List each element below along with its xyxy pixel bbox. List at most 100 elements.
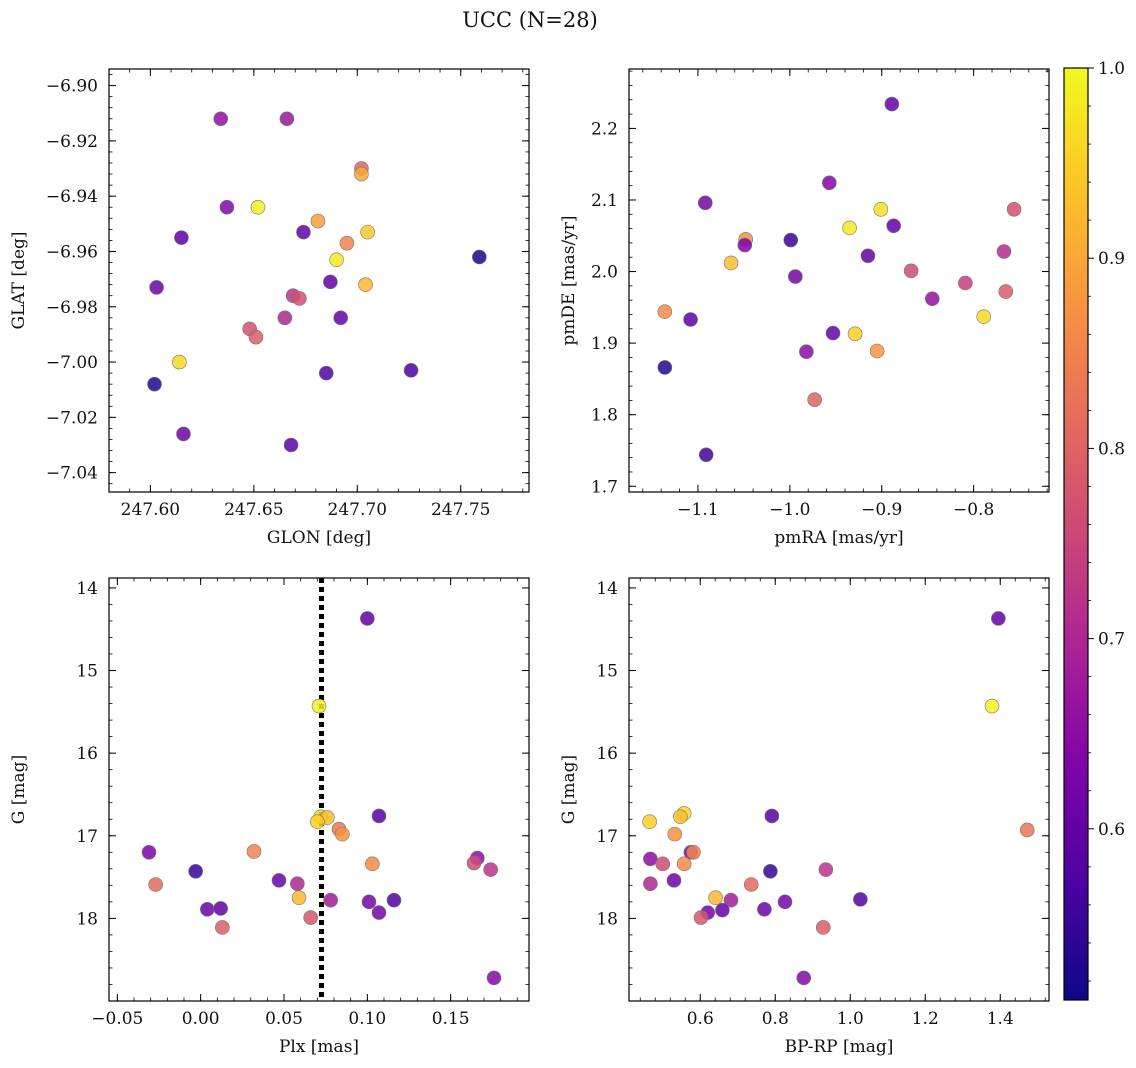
scatter-point [886, 218, 901, 234]
y-tick-label: 14 [596, 579, 618, 599]
x-tick-label: 247.70 [328, 500, 387, 520]
scatter-point [318, 365, 334, 381]
scatter-point [842, 220, 857, 236]
y-tick-label: −7.04 [46, 464, 98, 484]
scatter-point [667, 826, 683, 842]
scatter-point [853, 892, 868, 907]
y-tick-label: 15 [76, 662, 98, 682]
scatter-point [219, 199, 235, 215]
scatter-point [279, 111, 295, 127]
y-tick-label: 2.2 [591, 119, 618, 139]
scatter-point [360, 611, 375, 626]
scatter-point [172, 354, 187, 370]
y-tick-label: −6.98 [46, 298, 98, 318]
colorbar-tick-label: 0.6 [1098, 820, 1125, 840]
panels: 247.60 247.65 247.70 247.75 −6.90 −6.92 −6.94 −… [9, 68, 1050, 1057]
scatter-point [141, 844, 157, 860]
scatter-point [371, 905, 387, 920]
scatter-point [683, 312, 698, 327]
scatter-point [643, 851, 658, 867]
scatter-point [815, 920, 831, 935]
scatter-point [291, 890, 307, 906]
scatter-point [657, 360, 673, 375]
figure-title: UCC (N=28) [462, 8, 598, 32]
x-tick-label: 0.00 [182, 1009, 220, 1029]
x-tick-label: 0.8 [762, 1009, 789, 1029]
x-tick-label: 247.60 [121, 500, 180, 520]
scatter-point [472, 249, 487, 265]
scatter-point [148, 877, 163, 892]
y-axis-label: G [mag] [9, 755, 29, 824]
scatter-point [188, 863, 203, 879]
scatter-point [360, 224, 375, 240]
colorbar-gradient [1063, 67, 1089, 1001]
plot-area [109, 69, 529, 492]
x-tick-label: 0.05 [265, 1009, 303, 1029]
scatter-point [673, 809, 688, 825]
scatter-point [686, 844, 701, 860]
scatter-point [807, 392, 822, 407]
scatter-point [323, 274, 338, 290]
scatter-point [693, 910, 709, 925]
x-tick-label: 0.10 [348, 1009, 386, 1029]
plot-frame [108, 68, 530, 493]
y-tick-label: −6.94 [46, 187, 98, 207]
scatter-point [643, 876, 658, 891]
scatter-point [655, 856, 671, 872]
y-tick-label: −7.00 [46, 353, 98, 373]
scatter-point [213, 111, 229, 127]
y-tick-label: 18 [596, 909, 618, 929]
y-tick-label: 16 [596, 744, 618, 764]
plot-area [629, 578, 1049, 1001]
scatter-point [657, 304, 673, 319]
scatter-point [924, 291, 940, 307]
y-tick-label: 1.9 [591, 334, 618, 354]
panel-2: −1.1 −1.0 −0.9 −0.8 1.7 1.8 1.9 2.0 2.1 2.2 pmRA [… [559, 68, 1050, 548]
y-tick-label: 17 [596, 827, 618, 847]
scatter-point [466, 855, 482, 871]
y-axis-label: pmDE [mas/yr] [559, 215, 579, 345]
scatter-point [174, 230, 189, 245]
y-tick-label: −6.90 [46, 77, 98, 97]
scatter-point [698, 447, 714, 463]
scatter-point [335, 826, 350, 842]
x-tick-label: −0.9 [861, 500, 902, 520]
scatter-point [723, 255, 739, 271]
scatter-point [737, 237, 753, 253]
x-axis-label: pmRA [mas/yr] [774, 528, 903, 548]
scatter-point [361, 894, 377, 910]
scatter-point [757, 901, 772, 917]
colorbar-tick-label: 1.0 [1098, 59, 1125, 79]
scatter-point [642, 814, 657, 830]
colorbar-tick-label: 0.7 [1098, 630, 1125, 650]
scatter-point [1006, 201, 1022, 217]
x-tick-label: 247.65 [224, 500, 283, 520]
x-axis-label: BP-RP [mag] [785, 1037, 894, 1057]
y-tick-label: 18 [76, 909, 98, 929]
scatter-point [847, 326, 863, 342]
scatter-point [271, 873, 287, 888]
scatter-point [149, 280, 164, 295]
plot-frame [628, 577, 1050, 1002]
scatter-point [715, 902, 730, 918]
plot-area [629, 69, 1049, 492]
scatter-point [991, 611, 1006, 626]
scatter-point [354, 166, 369, 182]
scatter-point [998, 284, 1014, 299]
x-tick-label: 1.2 [912, 1009, 939, 1029]
scatter-point [200, 901, 215, 917]
x-tick-label: −1.0 [769, 500, 810, 520]
x-axis-label: GLON [deg] [267, 528, 371, 548]
y-tick-label: 2.1 [591, 191, 618, 211]
scatter-point [903, 263, 919, 279]
scatter-point [333, 310, 349, 326]
scatter-point [246, 844, 262, 859]
scatter-point [311, 698, 327, 714]
scatter-point [176, 426, 191, 442]
y-tick-label: 2.0 [591, 263, 618, 283]
x-axis-label: Plx [mas] [279, 1037, 359, 1057]
scatter-point [213, 901, 228, 916]
scatter-point [976, 309, 992, 324]
scatter-point [777, 894, 793, 910]
